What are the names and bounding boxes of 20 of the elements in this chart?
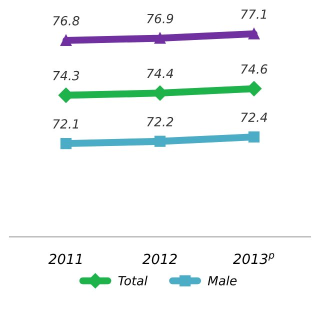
legend-label: Male <box>208 276 237 286</box>
x-tick-label: 2011 <box>48 254 82 264</box>
point <box>248 28 260 40</box>
data-label: 74.6 <box>241 64 268 74</box>
x-tick-label: 2012 <box>142 254 177 264</box>
data-label: 74.3 <box>53 70 80 80</box>
point <box>60 34 72 46</box>
point <box>154 32 166 44</box>
data-label: 76.9 <box>147 14 174 24</box>
data-label: 74.4 <box>147 68 174 78</box>
point <box>154 136 166 147</box>
data-label: 72.2 <box>147 116 174 126</box>
x-tick-label: 2013$^{p}$ <box>233 253 274 264</box>
data-label: 76.8 <box>53 16 80 26</box>
point <box>248 131 260 143</box>
legend-label: Total <box>118 276 148 286</box>
data-label: 72.1 <box>53 119 78 128</box>
data-label: 72.4 <box>241 112 268 122</box>
point <box>60 138 72 150</box>
data-label: 77.1 <box>241 10 266 19</box>
